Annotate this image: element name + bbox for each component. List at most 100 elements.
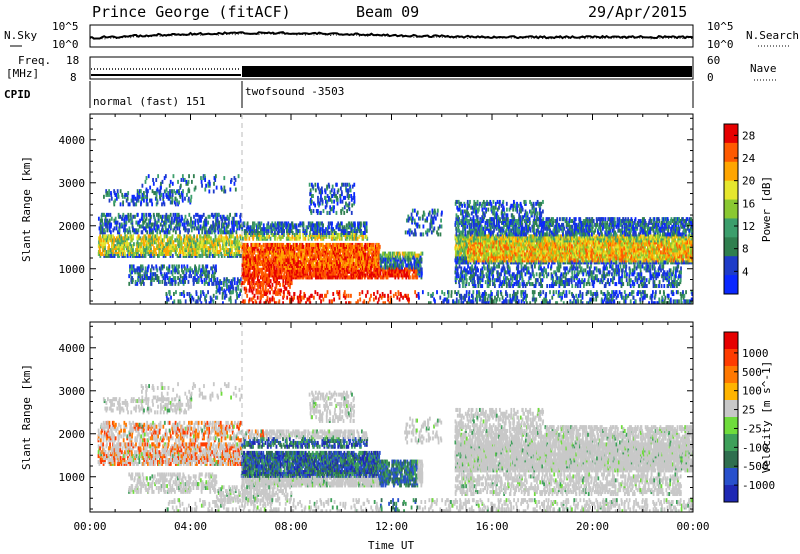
heatmap-cell [259,284,261,289]
heatmap-cell [263,230,266,235]
heatmap-cell [382,257,385,262]
heatmap-cell [229,228,232,233]
heatmap-cell [215,284,218,289]
heatmap-cell [507,246,510,251]
heatmap-cell [246,277,249,282]
heatmap-cell [216,226,219,231]
heatmap-cell [168,218,171,223]
heatmap-cell [100,238,103,243]
heatmap-cell [366,260,369,265]
heatmap-cell [150,198,153,203]
heatmap-cell [327,275,330,280]
heatmap-cell [257,234,259,239]
heatmap-cell [101,244,104,249]
heatmap-cell [412,275,415,280]
heatmap-cell [183,266,186,271]
heatmap-cell [315,267,317,272]
heatmap-cell [129,212,132,217]
heatmap-cell [264,288,267,293]
heatmap-cell [324,195,327,200]
heatmap-cell [113,189,116,194]
heatmap-cell [282,263,285,268]
heatmap-cell [210,244,213,249]
heatmap-cell [188,234,191,239]
heatmap-cell [459,256,462,261]
heatmap-cell [238,242,241,247]
heatmap-cell [521,244,523,249]
heatmap-cell [262,223,265,228]
heatmap-cell [213,242,216,247]
heatmap-cell [312,201,315,206]
heatmap-cell [113,253,116,258]
heatmap-cell [193,214,195,219]
heatmap-cell [127,242,130,247]
heatmap-cell [387,251,390,256]
heatmap-cell [288,277,291,282]
heatmap-cell [285,286,288,291]
heatmap-cell [379,253,382,258]
heatmap-cell [168,214,171,219]
heatmap-cell [309,271,312,276]
heatmap-cell [407,263,409,268]
heatmap-cell [274,273,277,278]
heatmap-cell [145,236,148,241]
heatmap-cell [230,284,233,289]
heatmap-cell [157,253,159,258]
heatmap-cell [290,229,293,234]
heatmap-cell [243,221,246,226]
heatmap-cell [399,269,402,274]
heatmap-cell [487,258,490,263]
heatmap-cell [140,224,143,229]
heatmap-cell [152,250,155,255]
heatmap-cell [297,234,300,239]
heatmap-cell [329,269,331,274]
heatmap-cell [188,228,190,233]
heatmap-cell [295,236,298,241]
heatmap-cell [382,251,384,256]
heatmap-cell [242,256,245,261]
heatmap-cell [518,246,521,251]
heatmap-cell [392,263,395,268]
heatmap-cell [107,250,110,255]
heatmap-cell [268,256,271,261]
heatmap-cell [229,212,231,217]
heatmap-cell [281,221,284,226]
heatmap-cell [250,232,252,237]
heatmap-cell [194,242,197,247]
heatmap-cell [252,271,255,276]
heatmap-cell [231,216,234,221]
heatmap-cell [172,268,174,273]
heatmap-cell [193,276,196,281]
heatmap-cell [279,236,282,241]
heatmap-cell [512,256,515,261]
heatmap-cell [105,224,107,229]
heatmap-cell [321,250,324,255]
nsky-tick-bottom: 10^0 [52,38,79,51]
heatmap-cell [212,220,214,225]
heatmap-cell [99,218,102,223]
heatmap-cell [516,258,519,263]
heatmap-cell [168,196,171,201]
heatmap-cell [124,192,127,197]
heatmap-cell [266,234,268,239]
heatmap-cell [144,194,146,199]
heatmap-cell [226,277,228,282]
heatmap-cell [260,281,263,286]
heatmap-cell [520,250,523,255]
heatmap-cell [153,191,156,196]
heatmap-cell [235,286,237,291]
heatmap-cell [270,267,273,272]
heatmap-cell [266,229,268,234]
heatmap-cell [478,244,481,249]
heatmap-cell [318,234,321,239]
heatmap-cell [277,263,280,268]
heatmap-cell [342,230,345,235]
heatmap-cell [266,242,269,247]
heatmap-cell [108,189,110,194]
heatmap-cell [137,266,140,271]
heatmap-cell [261,273,264,278]
heatmap-cell [165,234,168,239]
heatmap-cell [272,223,275,228]
heatmap-cell [219,248,222,253]
heatmap-cell [326,210,329,215]
